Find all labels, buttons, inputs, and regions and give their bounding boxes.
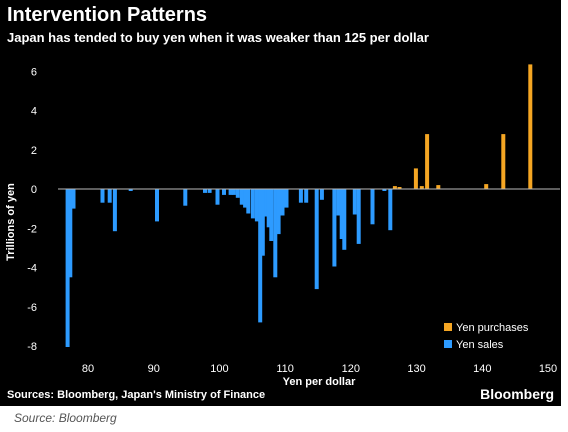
legend-label-yen-purchases: Yen purchases xyxy=(456,322,529,334)
bar-yen-sale xyxy=(332,189,337,267)
bar-yen-sale xyxy=(183,189,188,206)
bar-yen-purchase xyxy=(436,185,441,189)
bar-yen-sale xyxy=(352,189,357,215)
bar-yen-purchase xyxy=(413,168,418,189)
bar-yen-sale xyxy=(388,189,393,231)
bar-yen-sale xyxy=(239,189,244,205)
bar-yen-sale xyxy=(246,189,251,214)
bar-yen-sale xyxy=(280,189,285,216)
bar-yen-sale xyxy=(68,189,73,278)
bar-yen-sale xyxy=(276,189,281,235)
bar-yen-sale xyxy=(304,189,309,203)
bar-yen-sale xyxy=(207,189,212,193)
legend-swatch-yen-sales xyxy=(444,340,452,348)
bar-yen-sale xyxy=(342,189,347,250)
bar-yen-sale xyxy=(336,189,341,216)
bar-yen-purchase xyxy=(484,184,489,189)
y-axis-ticks: 6 4 2 0 -2 -4 -6 -8 xyxy=(27,66,37,353)
bar-chart: 6 4 2 0 -2 -4 -6 -8 80 90 100 110 120 130 140 150 Tril… xyxy=(5,64,560,388)
chart-title: Intervention Patterns xyxy=(7,4,208,26)
y-tick-label: -2 xyxy=(27,223,37,235)
x-axis-label: Yen per dollar xyxy=(283,376,356,388)
bar-yen-sale xyxy=(128,189,133,191)
bar-yen-sale xyxy=(370,189,375,225)
source-caption: Source: Bloomberg xyxy=(14,411,117,425)
y-axis-label: Trillions of yen xyxy=(5,183,17,261)
y-tick-label: -6 xyxy=(27,302,37,314)
bar-yen-sale xyxy=(339,189,344,239)
bar-yen-sale xyxy=(100,189,105,203)
y-tick-label: -8 xyxy=(27,341,37,353)
bar-yen-sale xyxy=(298,189,303,203)
bar-yen-sale xyxy=(243,189,248,208)
bar-yen-sale xyxy=(258,189,263,323)
bar-yen-sale xyxy=(284,189,289,208)
y-tick-label: 4 xyxy=(31,106,37,118)
x-tick-label: 150 xyxy=(539,363,557,375)
bar-yen-sale xyxy=(319,189,324,200)
x-tick-label: 120 xyxy=(342,363,360,375)
y-tick-label: 2 xyxy=(31,145,37,157)
x-axis-ticks: 80 90 100 110 120 130 140 150 xyxy=(82,363,557,375)
bar-yen-sale xyxy=(254,189,259,222)
bar-yen-purchase xyxy=(392,186,397,189)
bar-yen-sale xyxy=(155,189,159,222)
x-tick-label: 100 xyxy=(210,363,228,375)
x-tick-label: 140 xyxy=(473,363,491,375)
bar-yen-sale xyxy=(250,189,255,219)
x-tick-label: 90 xyxy=(148,363,160,375)
bar-yen-purchase xyxy=(501,134,506,189)
bar-yen-purchase xyxy=(397,187,402,189)
bar-yen-sale xyxy=(228,189,233,195)
bar-yen-sale xyxy=(203,189,207,193)
bar-yen-sale xyxy=(266,189,271,228)
bar-yen-sale xyxy=(260,189,265,256)
y-tick-label: -4 xyxy=(27,263,37,275)
bar-yen-sale xyxy=(222,189,226,195)
y-tick-label: 0 xyxy=(31,184,37,196)
x-tick-label: 130 xyxy=(407,363,425,375)
bar-yen-sale xyxy=(273,189,278,278)
bars xyxy=(65,64,533,347)
bar-yen-sale xyxy=(71,189,76,209)
bar-yen-sale xyxy=(314,189,319,290)
y-tick-label: 6 xyxy=(31,66,37,78)
bar-yen-sale xyxy=(356,189,361,244)
legend-swatch-yen-purchases xyxy=(444,323,452,331)
legend-label-yen-sales: Yen sales xyxy=(456,339,504,351)
bar-yen-sale xyxy=(107,189,112,203)
bar-yen-sale xyxy=(215,189,220,205)
x-tick-label: 110 xyxy=(276,363,294,375)
chart-panel: Intervention Patterns Japan has tended t… xyxy=(0,0,561,406)
bar-yen-sale xyxy=(65,189,70,347)
bar-yen-sale xyxy=(264,189,269,217)
sources-note: Sources: Bloomberg, Japan's Ministry of … xyxy=(7,389,266,401)
bar-yen-purchase xyxy=(425,134,430,189)
bar-yen-sale xyxy=(231,189,236,195)
bar-yen-purchase xyxy=(419,186,424,189)
bar-yen-sale xyxy=(112,189,117,232)
chart-subtitle: Japan has tended to buy yen when it was … xyxy=(7,30,429,45)
bar-yen-purchase xyxy=(528,64,533,189)
bar-yen-sale xyxy=(269,189,274,241)
legend: Yen purchases Yen sales xyxy=(444,322,529,351)
bar-yen-sale xyxy=(382,189,387,191)
bar-yen-sale xyxy=(235,189,240,198)
bloomberg-logo: Bloomberg xyxy=(480,386,554,402)
x-tick-label: 80 xyxy=(82,363,94,375)
